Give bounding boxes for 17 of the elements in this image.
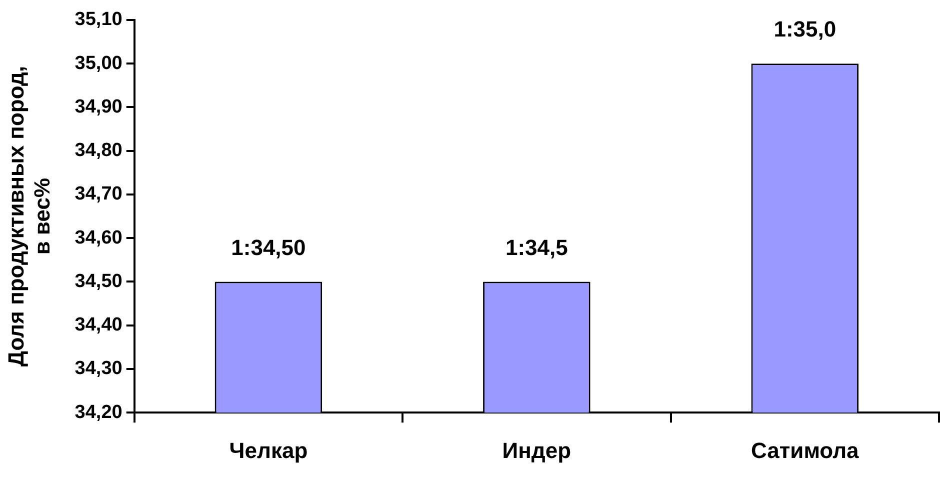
- y-tick-label: 34,50: [74, 270, 122, 292]
- data-label: 1:34,5: [505, 234, 568, 260]
- y-tick-label: 34,70: [74, 184, 122, 205]
- y-tick-label: 34,40: [74, 314, 122, 336]
- y-tick-label: 34,30: [74, 358, 122, 380]
- y-tick-label: 34,20: [74, 402, 122, 423]
- x-tick-label: Челкар: [229, 438, 308, 463]
- y-axis-title: Доля продуктивных пород, в вес%: [3, 66, 55, 367]
- data-label: 1:35,0: [774, 16, 836, 42]
- x-tick-label: Сатимола: [751, 438, 860, 463]
- y-tick-label: 34,60: [74, 227, 122, 248]
- y-tick-label: 35,10: [74, 9, 122, 30]
- data-label: 1:34,50: [231, 234, 306, 260]
- x-tick-label: Индер: [502, 438, 572, 463]
- y-tick-label: 35,00: [74, 52, 122, 74]
- y-tick-label: 34,90: [74, 96, 122, 118]
- y-tick-label: 34,80: [74, 140, 122, 162]
